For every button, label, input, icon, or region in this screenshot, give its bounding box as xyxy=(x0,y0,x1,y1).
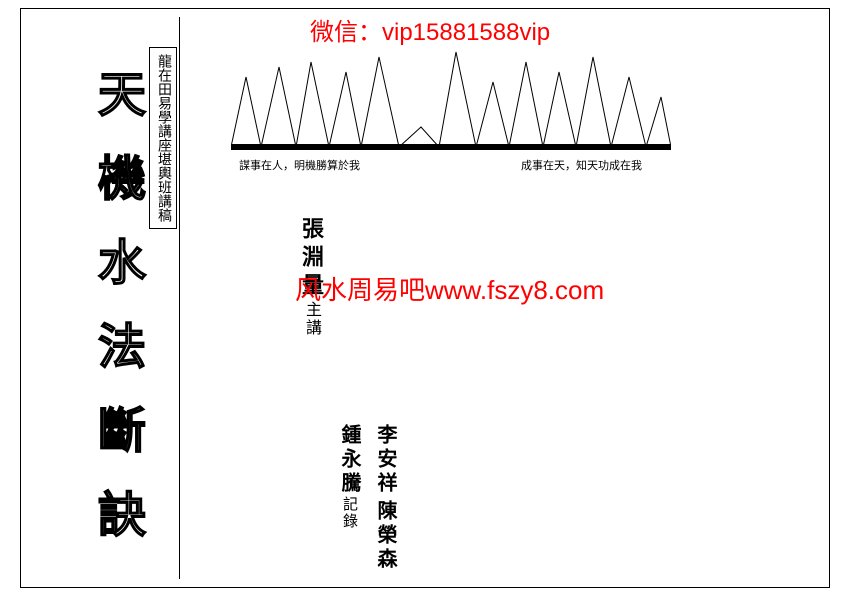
recorders-role: 記錄 xyxy=(341,496,357,530)
recorder-2: 陳榮森 xyxy=(374,500,396,572)
watermark-middle: 风水周易吧www.fszy8.com xyxy=(295,270,604,307)
recorder-1: 李安祥 xyxy=(374,424,396,496)
series-subtitle: 龍在田易學講座堪輿班講稿 xyxy=(149,47,177,229)
zigzag-chart xyxy=(231,47,671,157)
recorder-3: 鍾永騰 xyxy=(338,424,360,496)
caption-right: 成事在天，知天功成在我 xyxy=(521,157,642,173)
divider-line xyxy=(179,17,180,579)
recorders-block: 李安祥 陳榮森 鍾永騰記錄 xyxy=(331,424,403,587)
book-title: 天機水法斷訣 xyxy=(81,69,151,573)
watermark-top: 微信：vip15881588vip xyxy=(310,12,550,47)
caption-left: 謀事在人，明機勝算於我 xyxy=(239,157,360,173)
